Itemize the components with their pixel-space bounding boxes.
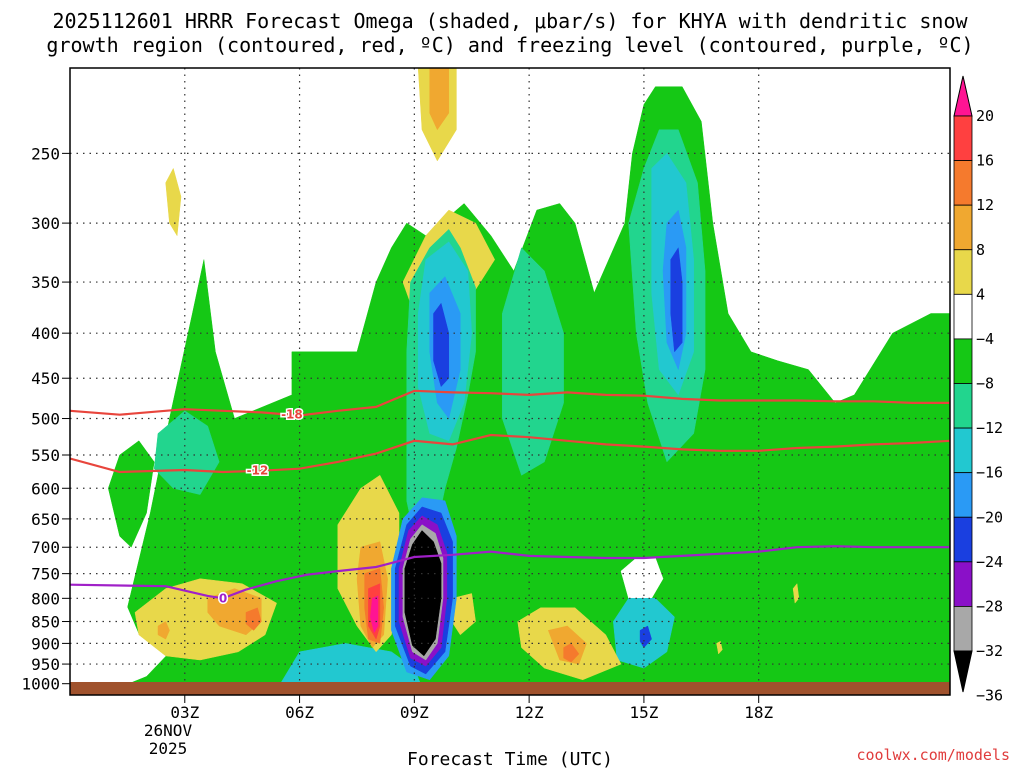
omega-region-5 <box>429 68 450 130</box>
omega-shaded-regions <box>70 68 950 695</box>
contour-label-0: -18 <box>281 408 303 422</box>
contour-line-1 <box>70 433 950 474</box>
contour-line-0 <box>70 389 950 417</box>
omega-region-1 <box>108 440 155 548</box>
colorbar-swatch <box>953 115 973 161</box>
y-tick-label: 850 <box>31 613 60 632</box>
omega-region-27 <box>563 643 580 663</box>
x-tick-label: 06Z <box>285 703 314 722</box>
colorbar-label: −28 <box>976 597 1003 615</box>
colorbar-swatch <box>953 338 973 384</box>
y-tick-label: 500 <box>31 410 60 429</box>
omega-region-32 <box>370 595 379 633</box>
colorbar-bottom-arrow <box>953 650 973 693</box>
colorbar-label: 20 <box>976 107 994 125</box>
colorbar-swatch <box>953 204 973 251</box>
y-axis: 250 300 350 400 450 500 550 600 650 700 750 800 850 9… <box>21 144 70 694</box>
colorbar-swatch <box>953 427 973 474</box>
omega-region-9 <box>153 410 220 495</box>
x-axis: 03Z 06Z 09Z 12Z 15Z 18Z <box>170 695 774 722</box>
colorbar-swatch <box>953 293 973 340</box>
colorbar-swatch <box>953 472 973 518</box>
y-tick-label: 950 <box>31 655 60 674</box>
contour-label-1: -12 <box>247 464 269 478</box>
plot-frame <box>69 67 951 696</box>
y-tick-label: 600 <box>31 479 60 498</box>
chart-title-line-1: 2025112601 HRRR Forecast Omega (shaded, … <box>52 9 968 33</box>
colorbar-label: −20 <box>976 508 1003 526</box>
ground-band <box>70 682 950 695</box>
y-tick-label: 450 <box>31 369 60 388</box>
y-tick-label: 800 <box>31 589 60 608</box>
x-tick-label: 09Z <box>400 703 429 722</box>
omega-region-14 <box>433 303 450 387</box>
y-tick-label: 900 <box>31 634 60 653</box>
colorbar-swatch <box>953 249 973 295</box>
omega-region-15 <box>670 247 683 353</box>
colorbar-label: 4 <box>976 285 985 303</box>
colorbar-label: 16 <box>976 152 994 170</box>
x-tick-label: 15Z <box>629 703 658 722</box>
x-date-line-2: 2025 <box>149 739 188 758</box>
chart-title-line-2: growth region (contoured, red, ºC) and f… <box>46 33 973 57</box>
colorbar-swatch <box>953 383 973 429</box>
x-tick-label: 18Z <box>744 703 773 722</box>
colorbar-label: −12 <box>976 419 1003 437</box>
y-tick-label: 400 <box>31 324 60 343</box>
colorbar-label: −24 <box>976 553 1003 571</box>
colorbar-label: −36 <box>976 687 1003 705</box>
colorbar-swatch <box>953 160 973 206</box>
x-tick-label: 12Z <box>515 703 544 722</box>
colorbar-label: −4 <box>976 330 994 348</box>
credit-link[interactable]: coolwx.com/models <box>856 746 1010 764</box>
colorbar-swatch <box>953 516 973 563</box>
colorbar-swatch <box>953 561 973 607</box>
colorbar: 20 16 12 8 4 −4 −8 −12 −16 −20 −24 −28 −32 −36 <box>953 75 1003 705</box>
colorbar-label: −8 <box>976 375 994 393</box>
y-tick-label: 550 <box>31 446 60 465</box>
x-tick-label: 03Z <box>170 703 199 722</box>
temperature-contours: -18 -12 0 <box>70 389 950 607</box>
x-axis-label: Forecast Time (UTC) <box>407 749 613 768</box>
contour-line-2 <box>70 545 950 600</box>
colorbar-label: −16 <box>976 464 1003 482</box>
omega-region-4 <box>165 168 182 236</box>
colorbar-label: 12 <box>976 196 994 214</box>
y-tick-label: 300 <box>31 214 60 233</box>
colorbar-label: 8 <box>976 241 985 259</box>
y-tick-label: 700 <box>31 538 60 557</box>
omega-region-8 <box>502 247 564 476</box>
omega-region-24 <box>157 621 170 640</box>
omega-region-39 <box>716 641 723 655</box>
y-tick-label: 350 <box>31 273 60 292</box>
colorbar-label: −32 <box>976 642 1003 660</box>
x-date-line-1: 26NOV <box>144 721 193 740</box>
y-tick-label: 250 <box>31 144 60 163</box>
y-tick-label: 750 <box>31 565 60 584</box>
y-tick-label: 1000 <box>21 675 60 694</box>
colorbar-top-arrow <box>953 75 973 117</box>
plot-area: -18 -12 0 <box>69 67 951 696</box>
contour-label-2: 0 <box>219 591 227 605</box>
colorbar-swatch <box>953 606 973 652</box>
y-tick-label: 650 <box>31 510 60 529</box>
omega-region-18 <box>639 625 652 648</box>
